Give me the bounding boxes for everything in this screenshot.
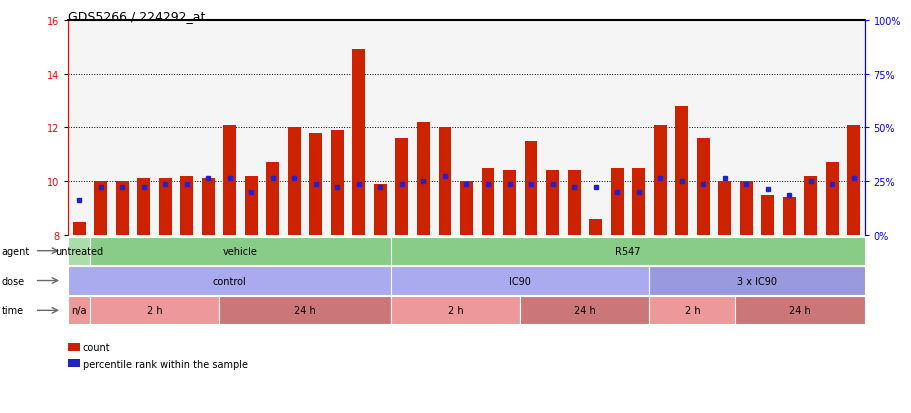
Bar: [546, 171, 558, 235]
Bar: [804, 176, 816, 235]
Bar: [223, 126, 236, 235]
Text: agent: agent: [2, 246, 30, 256]
Bar: [201, 179, 214, 235]
Bar: [503, 171, 516, 235]
Text: GDS5266 / 224292_at: GDS5266 / 224292_at: [68, 10, 206, 23]
Text: 24 h: 24 h: [294, 306, 315, 316]
Bar: [138, 179, 150, 235]
Text: time: time: [2, 306, 24, 316]
Bar: [739, 182, 752, 235]
Bar: [309, 133, 322, 235]
Text: untreated: untreated: [55, 246, 103, 256]
Bar: [159, 179, 171, 235]
Bar: [331, 131, 343, 235]
Text: control: control: [212, 276, 246, 286]
Bar: [761, 195, 773, 235]
Bar: [244, 176, 258, 235]
Bar: [589, 219, 601, 235]
Bar: [459, 182, 473, 235]
Bar: [94, 182, 107, 235]
Bar: [438, 128, 451, 235]
Text: dose: dose: [2, 276, 25, 286]
Text: 2 h: 2 h: [684, 306, 700, 316]
Bar: [631, 169, 644, 235]
Bar: [674, 107, 688, 235]
Text: n/a: n/a: [71, 306, 87, 316]
Bar: [567, 171, 580, 235]
Bar: [846, 126, 859, 235]
Bar: [696, 139, 709, 235]
Bar: [481, 169, 494, 235]
Text: 24 h: 24 h: [788, 306, 810, 316]
Text: R547: R547: [614, 246, 640, 256]
Bar: [416, 123, 429, 235]
Text: vehicle: vehicle: [223, 246, 258, 256]
Bar: [180, 176, 193, 235]
Bar: [718, 182, 731, 235]
Bar: [610, 169, 623, 235]
Text: 3 x IC90: 3 x IC90: [736, 276, 776, 286]
Bar: [288, 128, 301, 235]
Bar: [653, 126, 666, 235]
Bar: [266, 163, 279, 235]
Bar: [374, 184, 386, 235]
Bar: [73, 222, 86, 235]
Text: percentile rank within the sample: percentile rank within the sample: [83, 359, 248, 369]
Bar: [825, 163, 838, 235]
Bar: [782, 198, 794, 235]
Text: 2 h: 2 h: [147, 306, 162, 316]
Bar: [352, 50, 365, 235]
Bar: [116, 182, 128, 235]
Bar: [395, 139, 408, 235]
Text: count: count: [83, 342, 110, 352]
Text: 24 h: 24 h: [573, 306, 595, 316]
Text: IC90: IC90: [508, 276, 530, 286]
Text: 2 h: 2 h: [447, 306, 463, 316]
Bar: [524, 141, 537, 235]
